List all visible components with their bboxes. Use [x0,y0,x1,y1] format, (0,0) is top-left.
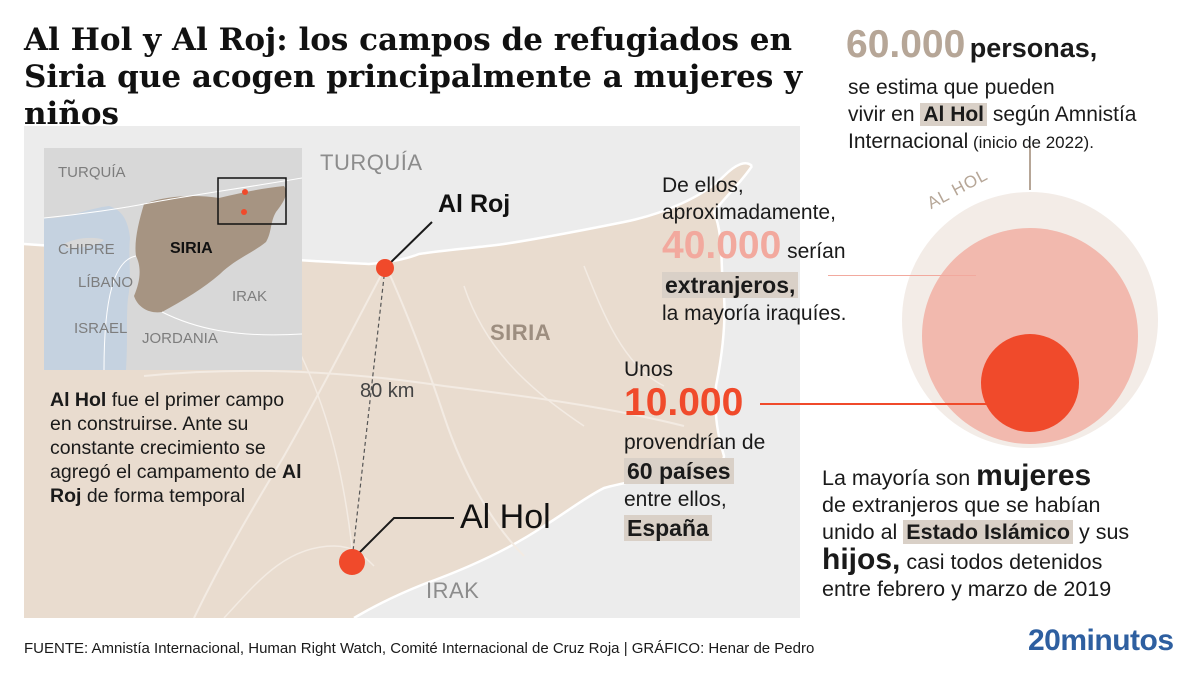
inset-syria [134,186,287,313]
stat-total: 60.000 personas, se estima que pueden vi… [846,24,1186,156]
total-line3: Internacional [848,130,969,153]
foreign-highlight: extranjeros, [662,272,799,298]
summary-p3: unido al [822,520,904,544]
note-al-roj: Al Roj [50,461,302,507]
countries-highlight2: España [624,515,712,541]
inset-label-chipre: CHIPRE [58,241,115,258]
circle-countries [981,334,1079,432]
total-line2-hl: Al Hol [920,103,988,126]
foreign-line2: aproximadamente, [662,201,836,224]
foreign-line1: De ellos, [662,174,744,197]
summary-p5: casi todos detenidos [900,550,1103,574]
al-roj-label: Al Roj [438,190,511,218]
summary-hl: Estado Islámico [903,520,1073,544]
countries-line1: Unos [624,358,674,381]
inset-al-hol-dot [241,209,247,215]
foreign-after-number: serían [781,240,846,263]
map-panel: TURQUÍA SIRIA IRAK Al Roj Al Hol 80 km T… [24,126,800,618]
inset-label-israel: ISRAEL [74,320,128,337]
note-mid: fue el primer campo en construirse. Ante… [50,389,285,483]
al-hol-label: Al Hol [460,498,551,536]
label-turquia: TURQUÍA [320,150,423,175]
map-note: Al Hol fue el primer campo en construirs… [50,388,310,508]
foreign-connector [828,275,976,276]
note-al-hol: Al Hol [50,389,107,411]
brand-logo[interactable]: 20minutos [1028,624,1174,657]
summary-b2: hijos, [822,543,901,576]
foreign-line5: la mayoría iraquíes. [662,302,847,325]
summary: La mayoría son mujeres de extranjeros qu… [822,459,1192,603]
summary-p2: de extranjeros que se habían [822,493,1101,517]
stat-foreign: De ellos, aproximadamente, 40.000 serían… [662,172,902,327]
al-hol-leader [351,517,454,561]
total-line3-small: (inicio de 2022). [968,133,1094,152]
label-siria: SIRIA [490,320,552,345]
al-hol-marker [339,549,365,575]
distance-label: 80 km [360,380,415,402]
countries-number: 10.000 [624,381,744,424]
stat-countries: Unos 10.000 provendrían de 60 países ent… [624,356,814,543]
inset-label-irak: IRAK [232,288,268,305]
label-irak: IRAK [426,578,480,603]
countries-line3: provendrían de [624,431,766,454]
note-post: de forma temporal [81,485,246,507]
summary-b1: mujeres [976,459,1092,492]
inset-label-libano: LÍBANO [78,274,134,291]
al-roj-leader [384,221,433,269]
inset-label-siria: SIRIA [170,240,213,257]
inset-cyprus [64,237,104,248]
total-line2-post: según Amnistía [987,103,1137,126]
countries-highlight: 60 países [624,458,734,484]
total-line1: se estima que pueden [848,76,1055,99]
countries-connector [760,403,992,405]
countries-line5: entre ellos, [624,488,727,511]
foreign-number: 40.000 [662,224,782,267]
summary-p6: entre febrero y marzo de 2019 [822,577,1112,601]
inset-label-jordania: JORDANIA [142,330,218,347]
footer-credits: FUENTE: Amnistía Internacional, Human Ri… [24,640,815,657]
summary-p4: y sus [1073,520,1130,544]
total-unit: personas, [969,33,1098,63]
inset-zoom-box [217,177,287,225]
summary-p1: La mayoría son [822,466,977,490]
page-title: Al Hol y Al Roj: los campos de refugiado… [24,22,803,132]
inset-al-roj-dot [242,189,248,195]
total-number: 60.000 [846,23,966,66]
inset-svg [44,177,302,370]
al-roj-marker [376,259,394,277]
inset-label-turquia: TURQUÍA [58,164,126,181]
proportional-circles [902,146,1158,448]
inset-map: TURQUÍA CHIPRE LÍBANO ISRAEL JORDANIA IR… [44,148,302,370]
total-line2-pre: vivir en [848,103,921,126]
